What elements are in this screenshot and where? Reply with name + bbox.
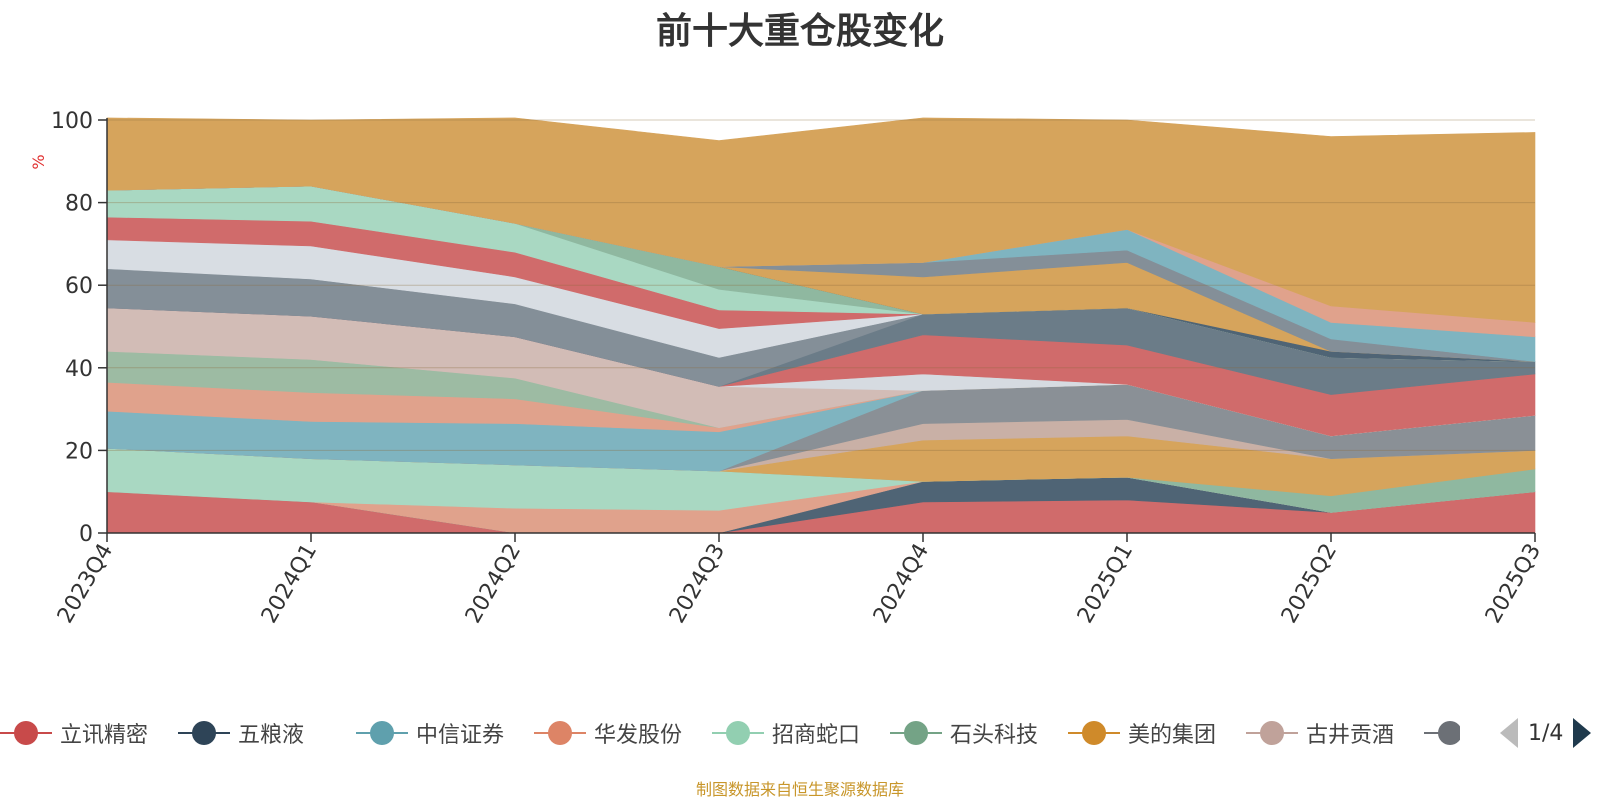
legend-item[interactable]: 五粮液 (178, 716, 304, 750)
legend-marker-dot (1438, 721, 1460, 745)
legend-item[interactable]: 中信证券 (356, 716, 504, 750)
x-tick-label-0: 2023Q4 (53, 540, 118, 628)
legend-marker-icon (890, 716, 942, 750)
stacked-areas (106, 117, 1536, 534)
legend-marker-icon (712, 716, 764, 750)
legend-marker-icon (534, 716, 586, 750)
legend-marker-icon (0, 716, 52, 750)
y-axis-label: % (29, 154, 48, 169)
legend-marker-icon (356, 716, 408, 750)
x-tick-label-2: 2024Q2 (461, 540, 526, 628)
legend-marker-dot (548, 721, 572, 745)
legend-marker-icon (1068, 716, 1120, 750)
legend-label: 立讯精密 (60, 723, 149, 748)
legend-label: 古井贡酒 (1306, 723, 1395, 748)
legend-item[interactable]: 立讯精密 (0, 716, 148, 750)
legend-marker-dot (904, 721, 928, 745)
legend-item[interactable]: 古井贡酒 (1246, 716, 1394, 750)
legend-label: 招商蛇口 (772, 723, 861, 748)
y-tick-label-5: 100 (51, 109, 93, 134)
chart-title: 前十大重仓股变化 (655, 11, 944, 52)
legend-item[interactable]: 北方华创 (1424, 716, 1460, 750)
legend-label: 美的集团 (1128, 723, 1217, 748)
legend-item[interactable]: 招商蛇口 (712, 716, 860, 750)
legend-prev-page-icon[interactable] (1500, 718, 1518, 748)
x-tick-label-4: 2024Q4 (869, 540, 934, 628)
legend-marker-icon (1246, 716, 1298, 750)
plot-area: 0 20 40 60 80 100% 2023Q4 2024Q1 2024Q2 2024Q3 202… (29, 109, 1546, 628)
legend-pager: 1/4 (1500, 716, 1592, 750)
y-tick-label-0: 0 (79, 522, 93, 547)
legend-marker-dot (192, 721, 216, 745)
legend-marker-dot (1260, 721, 1284, 745)
legend-marker-dot (1082, 721, 1106, 745)
y-tick-label-3: 60 (65, 274, 93, 299)
x-tick-label-5: 2025Q1 (1073, 540, 1138, 628)
legend-marker-dot (14, 721, 38, 745)
x-tick-label-6: 2025Q2 (1277, 540, 1342, 628)
x-tick-label-3: 2024Q3 (665, 540, 730, 628)
legend-label: 石头科技 (950, 723, 1039, 748)
y-tick-label-1: 20 (65, 439, 93, 464)
legend: 立讯精密 五粮液 中信证券 华发股份 招商蛇口 石头科技 美的集团 古井贡酒 北方华创 1/4 (0, 716, 1600, 750)
legend-label: 中信证券 (416, 723, 505, 748)
x-tick-label-7: 2025Q3 (1481, 540, 1546, 628)
legend-next-page-icon[interactable] (1573, 718, 1592, 748)
legend-marker-icon (178, 716, 230, 750)
legend-label: 五粮液 (238, 723, 305, 748)
y-tick-label-4: 80 (65, 192, 93, 217)
legend-items: 立讯精密 五粮液 中信证券 华发股份 招商蛇口 石头科技 美的集团 古井贡酒 北方华创 (0, 716, 1460, 750)
legend-marker-dot (370, 721, 394, 745)
legend-item[interactable]: 美的集团 (1068, 716, 1216, 750)
area-series-26 (106, 117, 1536, 323)
legend-item[interactable]: 华发股份 (534, 716, 682, 750)
x-tick-label-1: 2024Q1 (257, 540, 322, 628)
legend-marker-dot (726, 721, 750, 745)
source-note: 制图数据来自恒生聚源数据库 (695, 780, 904, 799)
legend-marker-icon (1424, 716, 1460, 750)
legend-label: 华发股份 (594, 723, 683, 748)
legend-item[interactable]: 石头科技 (890, 716, 1038, 750)
y-tick-label-2: 40 (65, 357, 93, 382)
legend-page-indicator: 1/4 (1528, 720, 1564, 746)
